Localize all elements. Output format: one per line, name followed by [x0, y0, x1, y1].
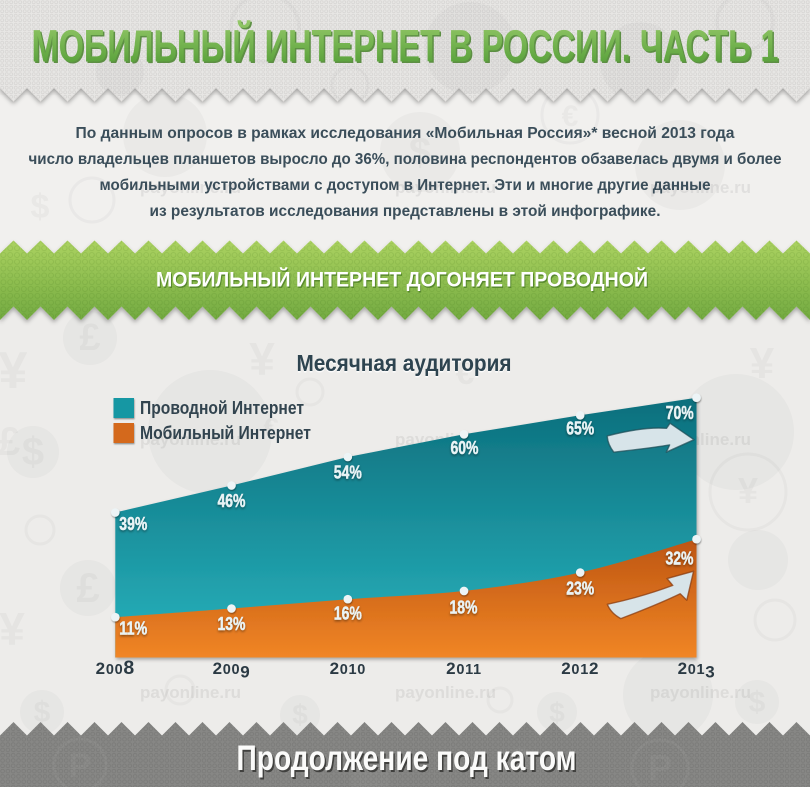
svg-text:По данным опросов в рамках исс: По данным опросов в рамках исследования … [76, 125, 735, 142]
svg-text:payonline.ru: payonline.ru [650, 683, 751, 702]
svg-text:¥: ¥ [249, 333, 275, 385]
svg-text:65%: 65% [566, 418, 594, 439]
svg-text:€: € [263, 412, 279, 443]
svg-text:¥: ¥ [738, 470, 758, 511]
svg-text:16%: 16% [334, 603, 362, 624]
svg-text:60%: 60% [451, 437, 479, 458]
svg-text:Мобильный Интернет: Мобильный Интернет [140, 422, 311, 443]
svg-text:payonline.ru: payonline.ru [395, 683, 496, 702]
svg-text:payonline.ru: payonline.ru [650, 178, 751, 197]
svg-text:54%: 54% [334, 461, 362, 482]
svg-text:¥: ¥ [750, 339, 775, 388]
svg-text:2010: 2010 [330, 659, 366, 678]
svg-text:¥: ¥ [0, 342, 28, 400]
svg-text:$: $ [409, 130, 431, 174]
svg-text:2011: 2011 [446, 659, 482, 678]
svg-text:payonline.ru: payonline.ru [140, 430, 241, 449]
svg-text:Продолжение под катом: Продолжение под катом [238, 741, 578, 780]
svg-text:Месячная аудитория: Месячная аудитория [297, 350, 512, 376]
svg-text:$: $ [292, 699, 308, 730]
svg-text:£: £ [79, 317, 100, 359]
svg-text:Проводной Интернет: Проводной Интернет [140, 397, 304, 418]
svg-text:payonline.ru: payonline.ru [140, 178, 241, 197]
svg-text:МОБИЛЬНЫЙ ИНТЕРНЕТ В РОССИИ. Ч: МОБИЛЬНЫЙ ИНТЕРНЕТ В РОССИИ. ЧАСТЬ 1 [32, 20, 779, 72]
svg-text:2012: 2012 [561, 659, 599, 678]
svg-text:18%: 18% [450, 596, 478, 617]
svg-text:P: P [69, 747, 92, 785]
svg-text:$: $ [749, 686, 766, 719]
svg-text:МОБИЛЬНЫЙ ИНТЕРНЕТ ДОГОНЯЕТ ПР: МОБИЛЬНЫЙ ИНТЕРНЕТ ДОГОНЯЕТ ПРОВОДНОЙ [156, 268, 648, 292]
svg-text:P: P [648, 747, 672, 787]
svg-text:$: $ [22, 430, 44, 474]
svg-text:из результатов исследования пр: из результатов исследования представлены… [150, 203, 661, 220]
svg-text:$: $ [549, 697, 565, 728]
svg-text:32%: 32% [666, 548, 694, 569]
svg-text:39%: 39% [119, 513, 147, 534]
svg-text:мобильными устройствами с дост: мобильными устройствами с доступом в Инт… [100, 177, 711, 194]
svg-text:£: £ [0, 420, 20, 464]
svg-text:payonline.ru: payonline.ru [140, 683, 241, 702]
svg-text:2009: 2009 [213, 659, 251, 682]
svg-text:2008: 2008 [96, 657, 135, 679]
svg-text:€: € [456, 354, 475, 392]
svg-text:€: € [562, 100, 579, 133]
svg-text:число владельцев планшетов выр: число владельцев планшетов выросло до 36… [29, 151, 782, 168]
svg-text:70%: 70% [666, 402, 694, 423]
svg-text:¥: ¥ [0, 603, 25, 655]
svg-text:46%: 46% [218, 490, 246, 511]
svg-text:МОБИЛЬНЫЙ ИНТЕРНЕТ В РОССИИ. Ч: МОБИЛЬНЫЙ ИНТЕРНЕТ В РОССИИ. ЧАСТЬ 1 [33, 21, 780, 73]
svg-text:23%: 23% [566, 577, 594, 598]
svg-text:МОБИЛЬНЫЙ ИНТЕРНЕТ ДОГОНЯЕТ ПР: МОБИЛЬНЫЙ ИНТЕРНЕТ ДОГОНЯЕТ ПРОВОДНОЙ [157, 269, 649, 293]
svg-text:11%: 11% [119, 617, 147, 638]
svg-text:13%: 13% [218, 613, 246, 634]
svg-text:Продолжение под катом: Продолжение под катом [237, 739, 577, 778]
svg-text:£: £ [76, 564, 99, 611]
svg-text:$: $ [31, 188, 50, 226]
svg-text:$: $ [34, 696, 51, 729]
svg-text:Месячная аудитория: Месячная аудитория [297, 352, 512, 378]
svg-text:payonline.ru: payonline.ru [395, 178, 496, 197]
svg-text:2013: 2013 [678, 659, 716, 682]
